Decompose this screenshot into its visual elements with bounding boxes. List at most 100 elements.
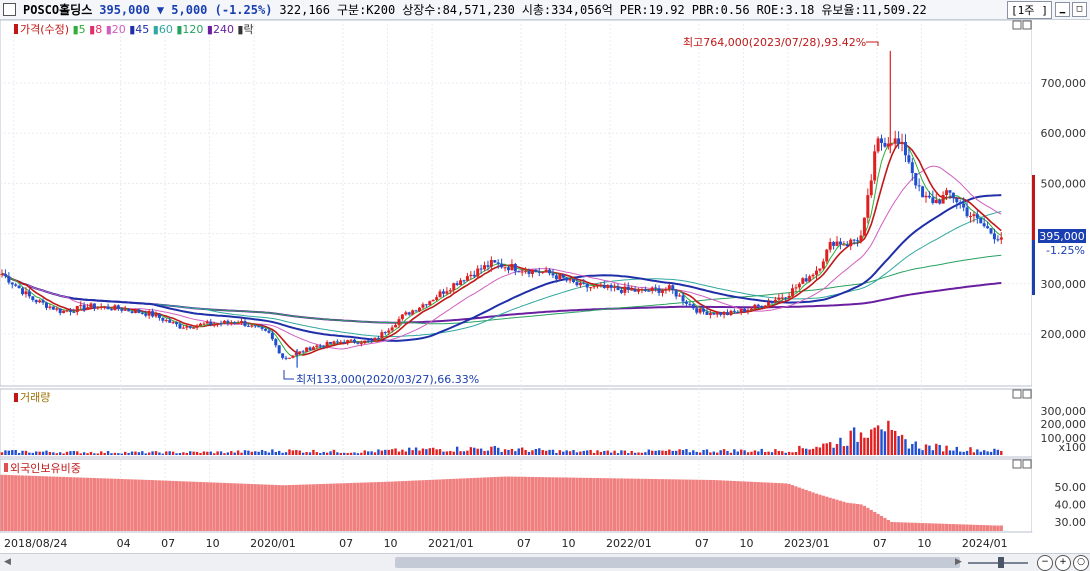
candle-body bbox=[599, 285, 603, 287]
foreign-ratio-bar bbox=[537, 477, 541, 531]
candle-body bbox=[329, 342, 333, 344]
scroll-right-icon[interactable]: ▶ bbox=[955, 557, 962, 567]
zoom-out-icon[interactable]: − bbox=[1037, 555, 1053, 571]
foreign-ratio-bar bbox=[506, 476, 511, 531]
volume-bar bbox=[373, 452, 377, 455]
foreign-ratio-bar bbox=[298, 484, 302, 531]
volume-bar bbox=[671, 450, 674, 455]
foreign-ratio-bar bbox=[346, 483, 350, 531]
volume-bar bbox=[870, 429, 873, 455]
foreign-ratio-bar bbox=[787, 483, 791, 531]
volume-bar bbox=[722, 449, 726, 455]
legend-item: ▮5 bbox=[69, 23, 86, 36]
candle-body bbox=[370, 340, 374, 342]
foreign-ratio-bar bbox=[701, 479, 706, 531]
foreign-ratio-bar bbox=[654, 479, 658, 531]
volume-bar bbox=[637, 452, 640, 455]
volume-bar bbox=[476, 448, 479, 455]
volume-bar bbox=[674, 450, 678, 455]
select-checkbox[interactable] bbox=[3, 3, 16, 16]
zoom-in-icon[interactable]: + bbox=[1055, 555, 1071, 571]
foreign-ratio-bar bbox=[612, 478, 617, 531]
candle-body bbox=[349, 339, 353, 341]
candle-body bbox=[82, 305, 86, 310]
period-selector[interactable]: [1주] bbox=[1007, 1, 1052, 19]
foreign-ratio-bar bbox=[27, 475, 31, 531]
scroll-left-icon[interactable]: ◀ bbox=[4, 557, 11, 567]
foreign-ratio-bar bbox=[10, 475, 14, 531]
foreign-ratio-bar bbox=[678, 479, 682, 531]
minimize-icon[interactable]: ▁ bbox=[1055, 2, 1070, 17]
volume-bar bbox=[233, 452, 236, 455]
candle-body bbox=[900, 142, 904, 144]
volume-y-tick: 100,000 bbox=[1041, 432, 1087, 445]
candle-body bbox=[452, 283, 456, 291]
candle-body bbox=[161, 317, 165, 321]
volume-bar bbox=[805, 448, 808, 455]
volume-bar bbox=[4, 450, 7, 455]
foreign-panel-close-icon[interactable] bbox=[1022, 459, 1032, 469]
panel-minimize-icon[interactable] bbox=[1012, 20, 1022, 30]
foreign-ratio-bar bbox=[794, 486, 798, 531]
foreign-ratio-bar bbox=[68, 477, 73, 531]
foreign-ratio-bar bbox=[958, 524, 962, 531]
time-scrollbar[interactable]: ◀ ▶ − + ○ bbox=[0, 553, 1090, 571]
candle-body bbox=[472, 274, 476, 277]
candle-body bbox=[575, 282, 579, 286]
candle-body bbox=[34, 299, 38, 303]
volume-bar bbox=[750, 451, 753, 455]
volume-bar bbox=[781, 451, 784, 455]
candle-body bbox=[233, 322, 237, 324]
volume-bar bbox=[935, 443, 938, 455]
volume-bar bbox=[356, 453, 360, 455]
foreign-ratio-bar bbox=[547, 477, 552, 531]
foreign-ratio-bar bbox=[3, 474, 8, 531]
candle-body bbox=[79, 305, 83, 307]
volume-panel-minimize-icon[interactable] bbox=[1012, 389, 1022, 399]
volume-bar bbox=[247, 450, 250, 455]
candle-body bbox=[914, 173, 918, 186]
candle-body bbox=[938, 199, 942, 204]
foreign-ratio-bar bbox=[376, 482, 381, 531]
maximize-icon[interactable]: □ bbox=[1072, 2, 1087, 17]
panel-close-icon[interactable] bbox=[1022, 20, 1032, 30]
candle-body bbox=[643, 289, 647, 291]
volume-bar bbox=[332, 449, 336, 455]
foreign-ratio-bar bbox=[770, 482, 774, 531]
market-cap: 시총:334,056억 bbox=[521, 3, 613, 17]
foreign-ratio-bar bbox=[595, 478, 600, 531]
volume-panel-close-icon[interactable] bbox=[1022, 389, 1032, 399]
volume-bar bbox=[79, 453, 82, 455]
volume-bar bbox=[531, 450, 534, 455]
candle-body bbox=[376, 337, 380, 339]
candle-body bbox=[773, 299, 777, 303]
volume-bar bbox=[503, 449, 507, 455]
foreign-ratio-bar bbox=[229, 483, 233, 531]
candle-body bbox=[339, 342, 343, 344]
volume-bar bbox=[541, 450, 544, 455]
foreign-ratio-bar bbox=[609, 478, 613, 531]
foreign-ratio-bar bbox=[674, 479, 678, 531]
foreign-ratio-bar bbox=[914, 522, 918, 531]
foreign-panel-minimize-icon[interactable] bbox=[1012, 459, 1022, 469]
candle-body bbox=[483, 265, 487, 270]
current-pct-tag: -1.25% bbox=[1046, 244, 1085, 257]
zoom-knob[interactable] bbox=[998, 557, 1004, 568]
volume-bar bbox=[291, 450, 295, 455]
foreign-ratio-bar bbox=[55, 476, 59, 531]
foreign-ratio-bar bbox=[725, 480, 730, 531]
foreign-ratio-bar bbox=[910, 522, 914, 531]
foreign-ratio-bar bbox=[862, 505, 866, 531]
scroll-thumb[interactable] bbox=[395, 557, 960, 568]
stock-name[interactable]: POSCO홀딩스 bbox=[23, 3, 93, 17]
x-tick-label: 07 bbox=[517, 537, 531, 550]
foreign-ratio-bar bbox=[380, 481, 384, 531]
candle-body bbox=[130, 311, 134, 313]
foreign-ratio-bar bbox=[431, 479, 435, 531]
volume-bar bbox=[941, 451, 945, 455]
candle-body bbox=[62, 310, 66, 314]
volume-bar bbox=[110, 453, 113, 455]
zoom-reset-icon[interactable]: ○ bbox=[1073, 555, 1089, 571]
volume-y-tick: 200,000 bbox=[1041, 418, 1087, 431]
foreign-ratio-bar bbox=[681, 479, 685, 531]
